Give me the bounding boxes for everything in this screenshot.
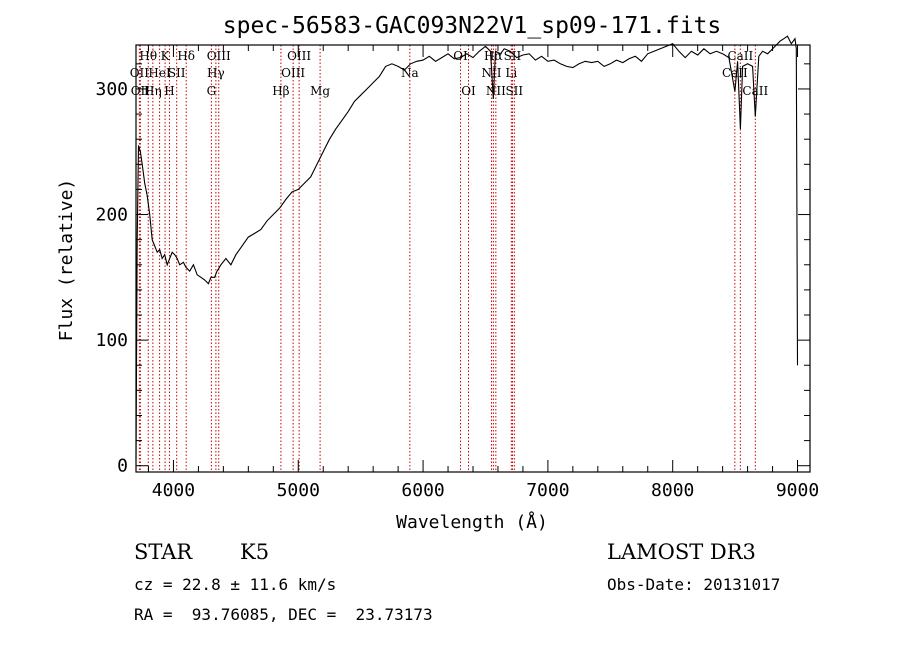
x-tick-label: 6000 [401, 480, 444, 501]
emission-line-markers [138, 45, 756, 472]
line-marker-label: OI [453, 49, 468, 63]
line-marker-label: Mg [310, 84, 330, 98]
line-marker-label: Na [401, 66, 419, 80]
survey-name: LAMOST DR3 [607, 540, 756, 564]
line-marker-label: CaII [742, 84, 768, 98]
line-marker-label: NII [486, 84, 506, 98]
x-tick-label: 9000 [776, 480, 819, 501]
plot-frame [135, 44, 811, 473]
line-marker-label: Hβ [272, 84, 289, 98]
line-marker-label: SII [505, 84, 523, 98]
line-marker-label: CaII [722, 66, 748, 80]
line-marker-label: Hδ [177, 49, 195, 63]
series-layer [135, 35, 799, 460]
y-axis-ticks: 0 100 200 300 [95, 63, 810, 477]
y-axis-label: Flux (relative) [56, 179, 77, 342]
x-tick-label: 7000 [526, 480, 569, 501]
line-marker-label: H [164, 84, 174, 98]
chart-title: spec-56583-GAC093N22V1_sp09-171.fits [223, 13, 722, 39]
line-marker-label: Li [505, 66, 517, 80]
x-axis-label: Wavelength (Å) [396, 511, 548, 533]
x-axis-ticks: 4000 5000 6000 7000 8000 9000 [147, 45, 819, 501]
line-marker-label: CaII [727, 49, 753, 63]
line-marker-label: Hη [144, 84, 162, 98]
coordinates: RA = 93.76085, DEC = 23.73173 [134, 605, 433, 624]
x-tick-label: 8000 [651, 480, 694, 501]
line-marker-label: Hα [484, 49, 503, 63]
line-marker-label: OIII [287, 49, 311, 63]
y-tick-label: 300 [95, 79, 128, 100]
object-class: STAR [134, 540, 193, 564]
object-subclass: K5 [240, 540, 270, 564]
y-tick-label: 200 [95, 205, 128, 226]
line-marker-label: Hθ [139, 49, 157, 63]
line-marker-label: OIII [281, 66, 305, 80]
spectrum-line [135, 35, 799, 460]
obs-date: Obs-Date: 20131017 [607, 575, 781, 594]
line-marker-label: SII [504, 49, 522, 63]
y-tick-label: 100 [95, 330, 128, 351]
line-marker-label: SII [168, 66, 186, 80]
line-marker-label: G [207, 84, 217, 98]
line-marker-label: OII [130, 66, 150, 80]
line-marker-label: OI [461, 84, 476, 98]
line-marker-label: Hγ [207, 66, 225, 80]
line-marker-label: HeI [148, 66, 171, 80]
line-marker-label: OIII [207, 49, 231, 63]
x-tick-label: 4000 [152, 480, 195, 501]
line-marker-label: K [161, 49, 171, 63]
x-tick-label: 5000 [277, 480, 320, 501]
y-tick-label: 0 [117, 456, 128, 477]
redshift-text: cz = 22.8 ± 11.6 km/s [134, 575, 337, 594]
